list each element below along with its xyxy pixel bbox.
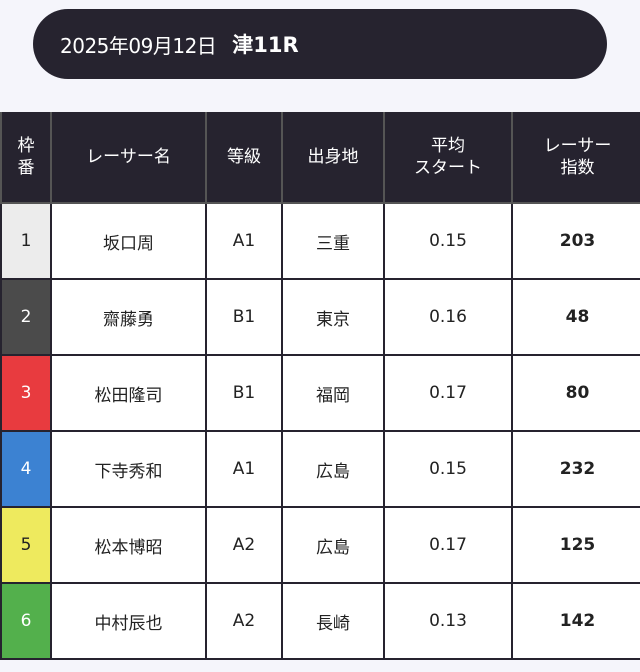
origin-cell: 福岡	[281, 354, 385, 432]
class-cell: A2	[205, 506, 283, 584]
race-name: 津11R	[232, 33, 299, 57]
column-header-line: 指数	[560, 158, 595, 178]
origin-cell: 広島	[281, 430, 385, 508]
racer-index-cell: 48	[511, 278, 640, 356]
frame-cell: 1	[0, 202, 52, 280]
table-row: 1 坂口周 A1 三重 0.15 203	[0, 202, 640, 280]
column-header-line: スタート	[414, 158, 482, 178]
origin-cell: 長崎	[281, 582, 385, 660]
origin-cell: 広島	[281, 506, 385, 584]
class-cell: A1	[205, 202, 283, 280]
header-row: 枠番レーサー名 等級 出身地 平均 スタート レーサー 指数	[0, 112, 640, 204]
racer-name-cell: 坂口周	[50, 202, 207, 280]
racer-index-cell: 203	[511, 202, 640, 280]
column-header-line: レーサー	[543, 136, 612, 156]
table-row: 6 中村辰也 A2 長崎 0.13 142	[0, 582, 640, 660]
frame-cell: 3	[0, 354, 52, 432]
class-cell: B1	[205, 278, 283, 356]
origin-cell: 三重	[281, 202, 385, 280]
column-header-line: レーサー名	[86, 147, 171, 167]
table-row: 3 松田隆司 B1 福岡 0.17 80	[0, 354, 640, 432]
column-header-line: 等級	[227, 147, 261, 167]
column-header-class: 等級	[205, 112, 283, 204]
racer-name-cell: 下寺秀和	[50, 430, 207, 508]
avg-start-cell: 0.15	[383, 202, 513, 280]
table-row: 5 松本博昭 A2 広島 0.17 125	[0, 506, 640, 584]
frame-cell: 5	[0, 506, 52, 584]
race-header: 2025年09月12日 津11R	[33, 9, 607, 79]
origin-cell: 東京	[281, 278, 385, 356]
racer-name-cell: 中村辰也	[50, 582, 207, 660]
column-header-frame: 枠番	[0, 112, 52, 204]
column-header-line: 枠	[17, 136, 35, 156]
racer-index-cell: 80	[511, 354, 640, 432]
class-cell: B1	[205, 354, 283, 432]
table-row: 4 下寺秀和 A1 広島 0.15 232	[0, 430, 640, 508]
race-date: 2025年09月12日	[60, 33, 217, 58]
frame-cell: 4	[0, 430, 52, 508]
class-cell: A2	[205, 582, 283, 660]
column-header-line: 平均	[431, 136, 465, 156]
racer-name-cell: 松本博昭	[50, 506, 207, 584]
column-header-line: 出身地	[307, 147, 359, 167]
avg-start-cell: 0.17	[383, 506, 513, 584]
racer-index-cell: 142	[511, 582, 640, 660]
column-header-racer-index: レーサー 指数	[511, 112, 640, 204]
racer-index-cell: 125	[511, 506, 640, 584]
column-header-avg-start: 平均 スタート	[383, 112, 513, 204]
avg-start-cell: 0.15	[383, 430, 513, 508]
racer-name-cell: 松田隆司	[50, 354, 207, 432]
racer-table: 枠番レーサー名 等級 出身地 平均 スタート レーサー 指数 1 坂口周 A1 三重 0.15 203…	[0, 112, 640, 660]
column-header-line: 番	[17, 158, 35, 178]
frame-cell: 6	[0, 582, 52, 660]
table-row: 2 齋藤勇 B1 東京 0.16 48	[0, 278, 640, 356]
racer-index-cell: 232	[511, 430, 640, 508]
racer-name-cell: 齋藤勇	[50, 278, 207, 356]
column-header-racer-name: レーサー名	[50, 112, 207, 204]
avg-start-cell: 0.17	[383, 354, 513, 432]
column-header-origin: 出身地	[281, 112, 385, 204]
frame-cell: 2	[0, 278, 52, 356]
avg-start-cell: 0.13	[383, 582, 513, 660]
class-cell: A1	[205, 430, 283, 508]
avg-start-cell: 0.16	[383, 278, 513, 356]
